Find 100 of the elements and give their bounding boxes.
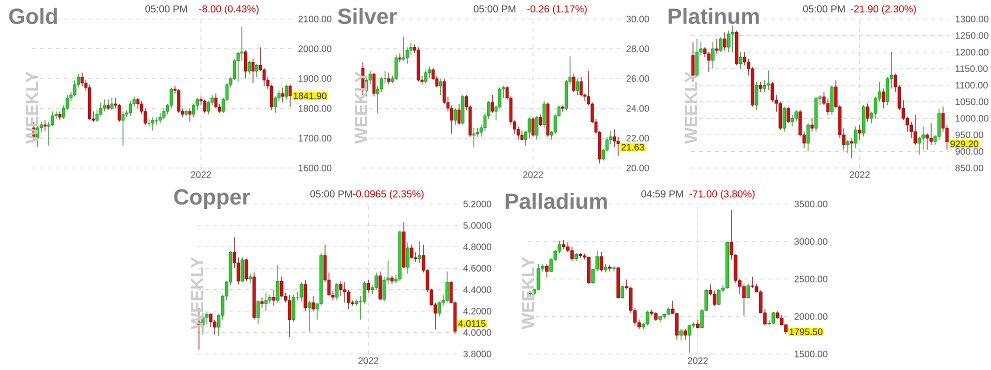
- candlestick: [754, 82, 758, 110]
- candlestick: [578, 252, 582, 258]
- candlestick: [50, 111, 54, 127]
- candlestick: [695, 38, 699, 78]
- candlestick: [703, 46, 707, 58]
- candlestick: [929, 122, 933, 146]
- y-tick-label: 3000.00: [794, 238, 828, 245]
- candlestick: [288, 294, 292, 338]
- candlestick: [366, 280, 370, 294]
- y-tick-label: 2100.00: [298, 16, 332, 22]
- candlestick: [679, 328, 683, 341]
- candlestick: [707, 52, 711, 72]
- candlestick: [711, 42, 714, 69]
- candlestick: [121, 111, 125, 146]
- candlestick: [158, 112, 162, 124]
- candlestick: [136, 98, 140, 109]
- y-axis-title: WEEKLY: [191, 256, 203, 330]
- candlestick: [272, 289, 276, 306]
- candlestick: [414, 252, 418, 262]
- y-tick-label: 4.0000: [463, 329, 492, 336]
- candlestick: [580, 76, 583, 97]
- candlestick: [914, 114, 917, 146]
- y-axis-title: WEEKLY: [522, 256, 534, 330]
- candlestick: [782, 106, 786, 132]
- candlestick: [854, 126, 858, 148]
- y-tick-label: 1050.00: [956, 98, 988, 106]
- candlestick: [372, 72, 376, 97]
- candlestick: [545, 264, 549, 278]
- text: 05:00 PM: [310, 190, 352, 198]
- candlestick: [378, 271, 382, 300]
- chart-title: Silver: [338, 8, 397, 24]
- candlestick: [248, 60, 251, 74]
- y-tick-label: 4.4000: [463, 286, 492, 293]
- candlestick: [717, 288, 721, 306]
- candlestick: [270, 84, 274, 110]
- candlestick: [95, 110, 99, 122]
- candlestick: [576, 78, 580, 96]
- y-tick-label: 24.00: [626, 105, 650, 112]
- y-tick-label: 30.00: [626, 16, 650, 22]
- text: 21.63: [622, 144, 644, 150]
- candlestick: [102, 99, 106, 112]
- y-tick-label: 1100.00: [956, 82, 988, 89]
- y-tick-label: 1700.00: [298, 134, 332, 142]
- candlestick: [387, 72, 390, 85]
- candlestick: [80, 72, 84, 86]
- candlestick: [251, 58, 255, 84]
- candlestick: [850, 138, 854, 158]
- y-tick-label: 1000.00: [956, 115, 988, 122]
- candlestick: [719, 36, 722, 52]
- candlestick: [937, 108, 941, 140]
- y-tick-label: 5.0000: [463, 222, 492, 229]
- y-tick-label: 5.2000: [463, 200, 492, 208]
- candlestick: [244, 258, 248, 282]
- candlestick: [723, 32, 726, 51]
- candlestick: [738, 52, 742, 69]
- candlestick: [260, 296, 264, 308]
- candlestick: [209, 312, 212, 328]
- candlestick: [490, 94, 494, 114]
- chart-title: Palladium: [506, 192, 607, 210]
- candlestick: [918, 136, 921, 156]
- y-tick-label: 2500.00: [794, 276, 828, 282]
- text: -0.0965 (2.35%): [352, 190, 424, 200]
- x-tick-label: 2022: [688, 357, 708, 364]
- candlestick: [786, 106, 790, 124]
- candlestick: [284, 84, 288, 100]
- y-tick-label: 950.00: [955, 132, 984, 138]
- y-tick-label: 26.00: [626, 75, 650, 82]
- text: -71.00 (3.80%): [690, 190, 755, 200]
- y-axis-title: WEEKLY: [355, 71, 367, 144]
- candlestick: [162, 108, 166, 120]
- text: 05:00 PM: [145, 5, 187, 12]
- candlestick: [394, 54, 398, 80]
- candlestick: [712, 290, 716, 306]
- candlestick: [772, 312, 776, 324]
- candlestick: [438, 301, 441, 317]
- candlestick: [758, 82, 762, 92]
- candlestick: [810, 118, 814, 132]
- candlestick: [742, 284, 746, 316]
- candlestick: [418, 241, 422, 264]
- y-tick-label: 22.00: [626, 134, 650, 142]
- candlestick: [240, 257, 244, 283]
- candlestick: [688, 324, 692, 353]
- candlestick: [454, 108, 457, 126]
- candlestick: [406, 242, 410, 274]
- candlestick: [570, 246, 574, 262]
- candlestick: [696, 319, 700, 329]
- candlestick: [300, 282, 304, 302]
- candlestick: [922, 126, 925, 150]
- candlestick: [248, 273, 252, 284]
- candlestick: [766, 70, 770, 91]
- candlestick: [472, 127, 476, 148]
- x-tick-label: 2022: [523, 171, 543, 178]
- candlestick: [926, 132, 929, 150]
- candlestick: [715, 38, 718, 54]
- candlestick: [600, 252, 604, 272]
- candlestick: [612, 128, 616, 148]
- candlestick: [886, 76, 890, 106]
- candlestick: [410, 244, 414, 259]
- text: 929.20: [950, 140, 978, 148]
- y-tick-label: 1300.00: [956, 16, 988, 22]
